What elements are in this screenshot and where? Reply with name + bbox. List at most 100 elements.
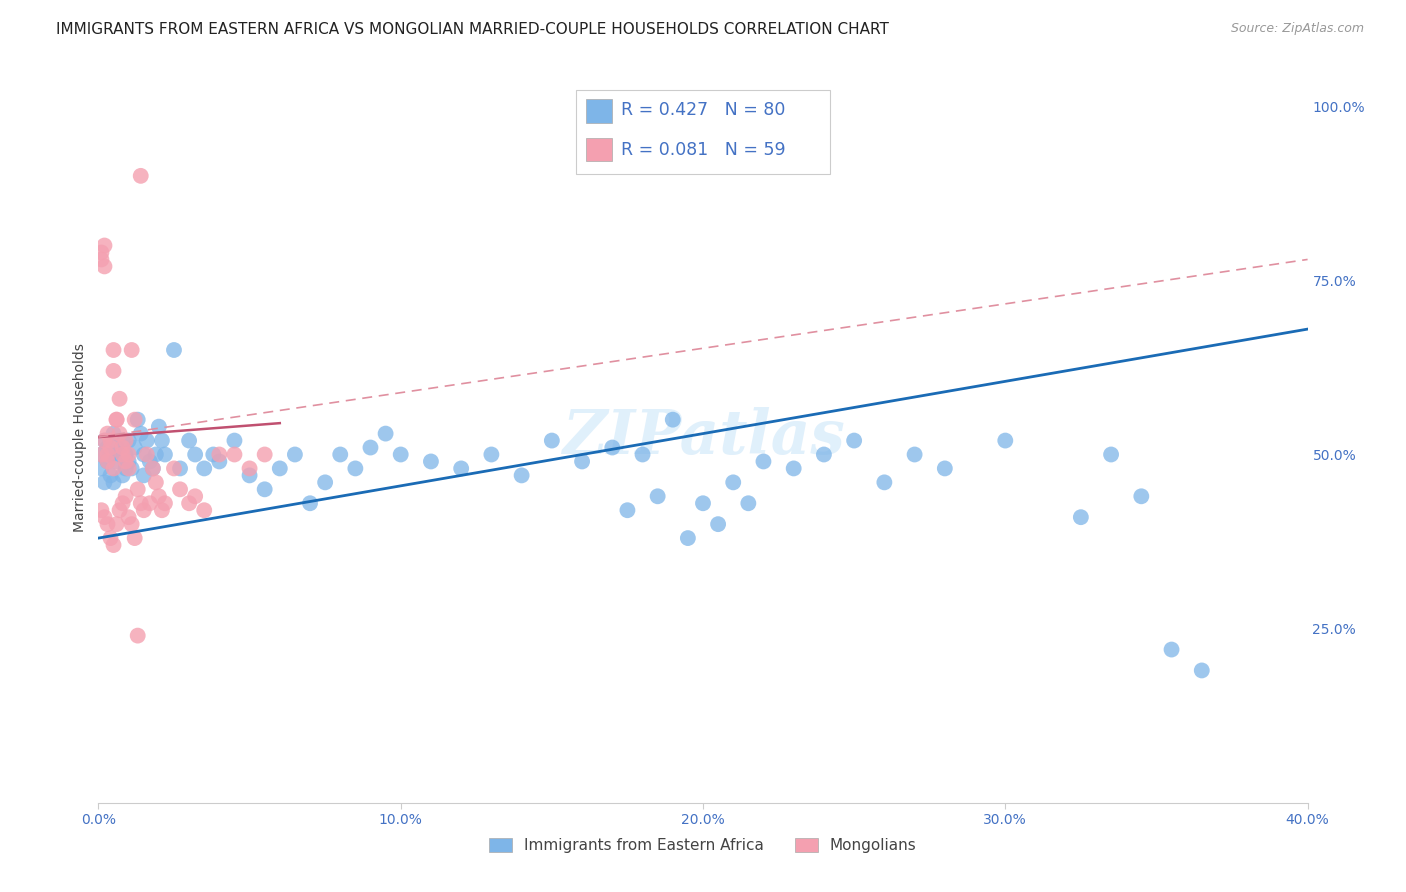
Point: [129, 426, 152, 441]
Point: [150, 434, 173, 448]
Point: [114, 454, 136, 468]
Point: [121, 517, 143, 532]
Point: [450, 461, 472, 475]
Point: [105, 517, 128, 532]
Point: [114, 448, 136, 462]
Point: [118, 510, 141, 524]
Point: [100, 531, 122, 545]
Point: [631, 448, 654, 462]
Point: [96, 517, 118, 532]
Point: [108, 503, 131, 517]
Y-axis label: Married-couple Households: Married-couple Households: [73, 343, 87, 532]
Legend: Immigrants from Eastern Africa, Mongolians: Immigrants from Eastern Africa, Mongolia…: [482, 830, 924, 861]
Point: [239, 461, 262, 475]
Point: [121, 461, 143, 475]
Point: [103, 475, 125, 490]
Point: [100, 434, 122, 448]
Point: [90, 461, 112, 475]
Point: [269, 461, 291, 475]
Point: [145, 448, 167, 462]
Point: [647, 489, 669, 503]
Point: [202, 448, 225, 462]
Point: [314, 475, 336, 490]
Point: [114, 489, 136, 503]
Point: [148, 489, 170, 503]
Point: [299, 496, 322, 510]
Point: [111, 448, 134, 462]
Point: [692, 496, 714, 510]
Point: [193, 503, 215, 517]
Point: [481, 448, 503, 462]
Point: [1099, 448, 1122, 462]
Point: [100, 468, 122, 483]
Text: R = 0.081   N = 59: R = 0.081 N = 59: [621, 141, 786, 159]
Point: [1191, 664, 1213, 678]
Point: [132, 448, 155, 462]
Point: [129, 496, 152, 510]
Point: [139, 454, 162, 468]
Point: [723, 475, 745, 490]
FancyBboxPatch shape: [586, 99, 613, 122]
Point: [103, 343, 125, 357]
Point: [934, 461, 956, 475]
Point: [163, 343, 186, 357]
Point: [616, 503, 638, 517]
Point: [103, 426, 125, 441]
Point: [844, 434, 866, 448]
Point: [132, 468, 155, 483]
Text: ZIPatlas: ZIPatlas: [561, 407, 845, 467]
Point: [105, 454, 128, 468]
Point: [124, 412, 146, 426]
Point: [93, 434, 115, 448]
Point: [118, 448, 141, 462]
Point: [253, 448, 276, 462]
Point: [90, 448, 112, 462]
Point: [145, 475, 167, 490]
Point: [111, 434, 134, 448]
Point: [96, 426, 118, 441]
Point: [737, 496, 759, 510]
Text: R = 0.427   N = 80: R = 0.427 N = 80: [621, 101, 785, 120]
Point: [179, 434, 201, 448]
Point: [150, 503, 173, 517]
Point: [193, 461, 215, 475]
Point: [93, 260, 115, 274]
Point: [118, 461, 141, 475]
Point: [142, 461, 165, 475]
Point: [124, 531, 146, 545]
Point: [114, 434, 136, 448]
Point: [93, 510, 115, 524]
Point: [904, 448, 927, 462]
Point: [90, 503, 112, 517]
Point: [676, 531, 699, 545]
Point: [105, 441, 128, 455]
Point: [752, 454, 775, 468]
Point: [813, 448, 835, 462]
Point: [111, 468, 134, 483]
Point: [127, 629, 149, 643]
Point: [100, 448, 122, 462]
Point: [93, 238, 115, 252]
Point: [163, 461, 186, 475]
Point: [105, 412, 128, 426]
Point: [96, 441, 118, 455]
Point: [783, 461, 806, 475]
Point: [284, 448, 307, 462]
Point: [108, 392, 131, 406]
Point: [1160, 642, 1182, 657]
Point: [135, 434, 157, 448]
Point: [111, 496, 134, 510]
Point: [329, 448, 352, 462]
Point: [224, 434, 246, 448]
Point: [374, 426, 396, 441]
Point: [184, 489, 207, 503]
Text: Source: ZipAtlas.com: Source: ZipAtlas.com: [1230, 22, 1364, 36]
Point: [103, 461, 125, 475]
Point: [93, 434, 115, 448]
Point: [100, 441, 122, 455]
Point: [994, 434, 1017, 448]
Point: [179, 496, 201, 510]
Point: [93, 475, 115, 490]
Point: [96, 448, 118, 462]
Point: [103, 364, 125, 378]
